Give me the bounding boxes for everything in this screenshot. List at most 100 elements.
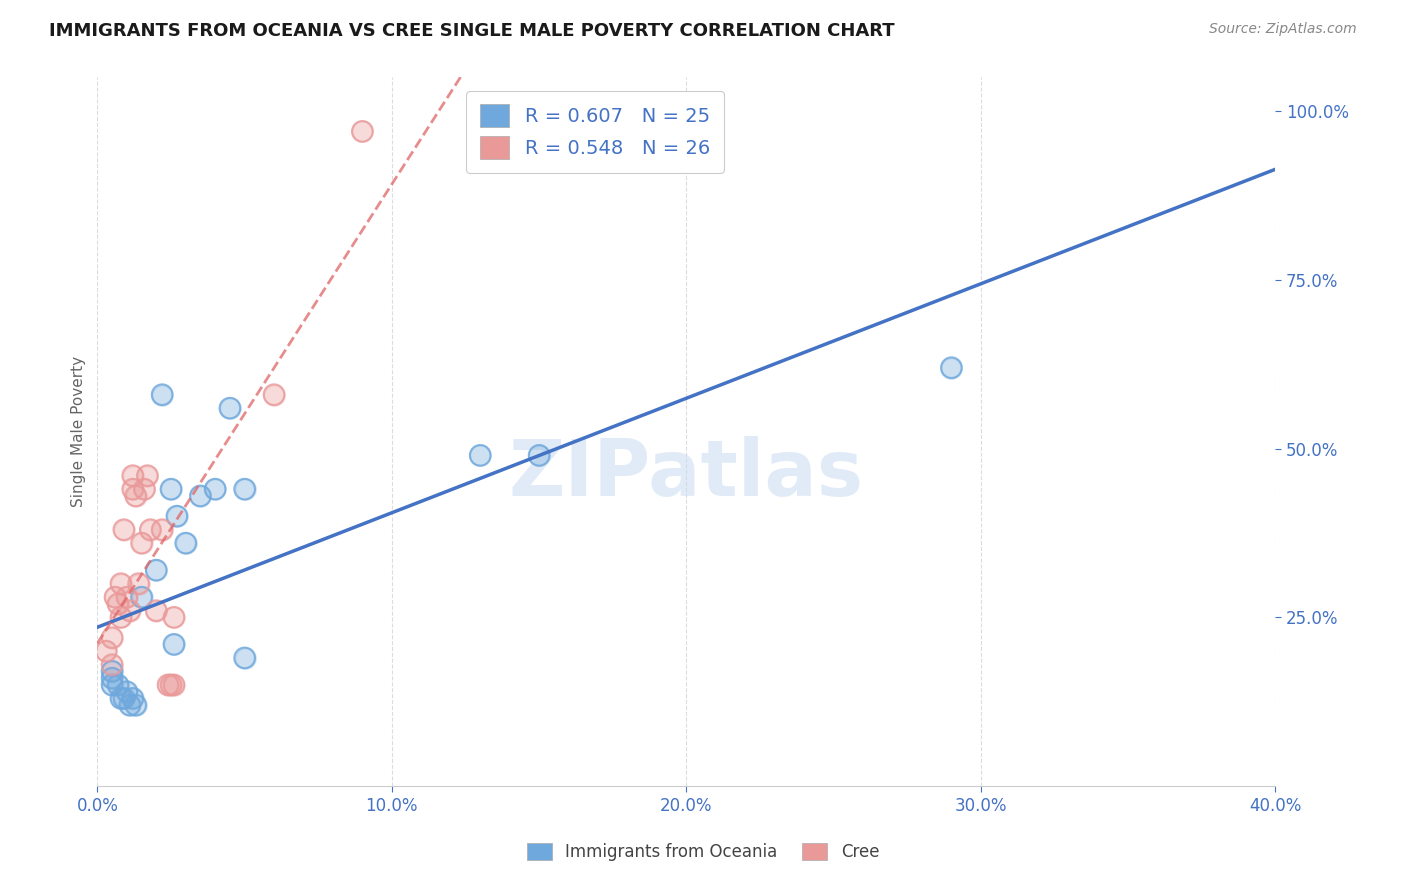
Point	[233, 651, 256, 665]
Point	[163, 637, 186, 651]
Point	[145, 563, 167, 577]
Legend: Immigrants from Oceania, Cree: Immigrants from Oceania, Cree	[520, 836, 886, 868]
Point	[150, 523, 173, 537]
Point	[124, 698, 146, 713]
Point	[104, 590, 127, 604]
Point	[121, 482, 143, 496]
Point	[139, 523, 162, 537]
Point	[110, 576, 132, 591]
Point	[124, 698, 146, 713]
Point	[166, 509, 188, 524]
Point	[115, 590, 138, 604]
Point	[139, 523, 162, 537]
Point	[204, 482, 226, 496]
Point	[118, 698, 141, 713]
Point	[166, 509, 188, 524]
Point	[163, 610, 186, 624]
Point	[134, 482, 156, 496]
Point	[124, 489, 146, 503]
Point	[174, 536, 197, 550]
Point	[233, 651, 256, 665]
Point	[470, 449, 492, 463]
Point	[101, 671, 124, 685]
Point	[110, 691, 132, 706]
Point	[96, 644, 118, 658]
Point	[124, 489, 146, 503]
Point	[107, 678, 129, 692]
Point	[112, 523, 135, 537]
Text: ZIPatlas: ZIPatlas	[509, 436, 863, 512]
Point	[263, 387, 285, 401]
Point	[107, 597, 129, 611]
Point	[121, 482, 143, 496]
Point	[101, 678, 124, 692]
Point	[101, 657, 124, 672]
Point	[128, 576, 150, 591]
Point	[233, 482, 256, 496]
Text: IMMIGRANTS FROM OCEANIA VS CREE SINGLE MALE POVERTY CORRELATION CHART: IMMIGRANTS FROM OCEANIA VS CREE SINGLE M…	[49, 22, 894, 40]
Point	[131, 536, 153, 550]
Point	[527, 449, 550, 463]
Point	[110, 576, 132, 591]
Point	[121, 691, 143, 706]
Point	[470, 449, 492, 463]
Point	[121, 691, 143, 706]
Point	[131, 590, 153, 604]
Point	[112, 523, 135, 537]
Point	[160, 678, 183, 692]
Point	[115, 684, 138, 698]
Point	[136, 468, 159, 483]
Point	[134, 482, 156, 496]
Point	[104, 590, 127, 604]
Point	[101, 678, 124, 692]
Point	[118, 698, 141, 713]
Point	[136, 468, 159, 483]
Point	[101, 657, 124, 672]
Point	[160, 482, 183, 496]
Point	[131, 590, 153, 604]
Point	[101, 665, 124, 679]
Point	[163, 678, 186, 692]
Point	[118, 604, 141, 618]
Point	[150, 387, 173, 401]
Point	[115, 590, 138, 604]
Legend: R = 0.607   N = 25, R = 0.548   N = 26: R = 0.607 N = 25, R = 0.548 N = 26	[467, 91, 724, 172]
Point	[157, 678, 180, 692]
Point	[190, 489, 212, 503]
Point	[145, 604, 167, 618]
Point	[115, 684, 138, 698]
Point	[157, 678, 180, 692]
Y-axis label: Single Male Poverty: Single Male Poverty	[72, 356, 86, 508]
Point	[101, 631, 124, 645]
Point	[190, 489, 212, 503]
Point	[110, 610, 132, 624]
Point	[101, 671, 124, 685]
Point	[941, 360, 963, 375]
Point	[145, 604, 167, 618]
Point	[233, 482, 256, 496]
Point	[107, 597, 129, 611]
Point	[121, 468, 143, 483]
Point	[204, 482, 226, 496]
Point	[110, 610, 132, 624]
Point	[352, 124, 374, 138]
Point	[110, 691, 132, 706]
Point	[107, 678, 129, 692]
Text: Source: ZipAtlas.com: Source: ZipAtlas.com	[1209, 22, 1357, 37]
Point	[219, 401, 242, 416]
Point	[163, 637, 186, 651]
Point	[150, 387, 173, 401]
Point	[941, 360, 963, 375]
Point	[101, 631, 124, 645]
Point	[160, 482, 183, 496]
Point	[352, 124, 374, 138]
Point	[121, 468, 143, 483]
Point	[118, 604, 141, 618]
Point	[160, 678, 183, 692]
Point	[101, 665, 124, 679]
Point	[174, 536, 197, 550]
Point	[131, 536, 153, 550]
Point	[163, 610, 186, 624]
Point	[163, 678, 186, 692]
Point	[145, 563, 167, 577]
